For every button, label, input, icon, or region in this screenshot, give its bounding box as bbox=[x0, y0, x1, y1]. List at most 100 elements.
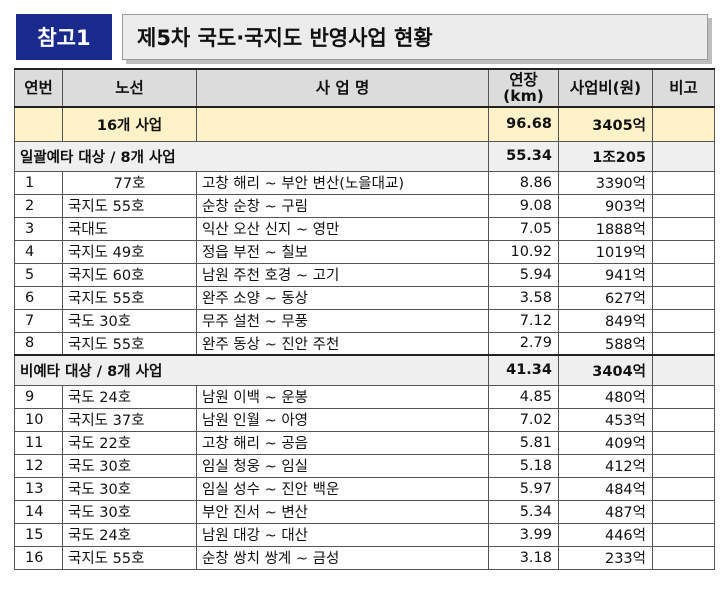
row-route: 국지도 60호 bbox=[62, 262, 197, 287]
row-project-name: 부안 진서 ~ 변산 bbox=[196, 499, 489, 524]
row-number: 15 bbox=[14, 522, 63, 547]
row-number: 8 bbox=[14, 331, 63, 356]
table-header-row: 연번 노선 사 업 명 연장 (km) 사업비(원) 비고 bbox=[14, 68, 715, 108]
row-length: 10.92 bbox=[488, 239, 559, 264]
row-note bbox=[652, 430, 715, 455]
row-number: 4 bbox=[14, 239, 63, 264]
total-cost: 3405억 bbox=[558, 106, 653, 142]
row-length: 8.86 bbox=[488, 170, 559, 195]
table-row: 5 국지도 60호 남원 주천 호경 ~ 고기 5.94 941억 bbox=[14, 262, 715, 287]
row-project-name: 익산 오산 신지 ~ 영만 bbox=[196, 216, 489, 241]
reference-tag: 참고1 bbox=[16, 14, 112, 60]
row-cost: 233억 bbox=[558, 545, 653, 570]
table-row: 6 국지도 55호 완주 소양 ~ 동상 3.58 627억 bbox=[14, 285, 715, 310]
row-length: 7.12 bbox=[488, 308, 559, 333]
row-project-name: 임실 청웅 ~ 임실 bbox=[196, 453, 489, 478]
row-project-name: 완주 소양 ~ 동상 bbox=[196, 285, 489, 310]
table-row: 2 국지도 55호 순창 순창 ~ 구림 9.08 903억 bbox=[14, 193, 715, 218]
row-number: 13 bbox=[14, 476, 63, 501]
row-length: 5.97 bbox=[488, 476, 559, 501]
table-row: 14 국도 30호 부안 진서 ~ 변산 5.34 487억 bbox=[14, 499, 715, 524]
row-cost: 588억 bbox=[558, 331, 653, 356]
row-cost: 3390억 bbox=[558, 170, 653, 195]
row-cost: 453억 bbox=[558, 407, 653, 432]
row-number: 11 bbox=[14, 430, 63, 455]
row-project-name: 정읍 부전 ~ 칠보 bbox=[196, 239, 489, 264]
group-length: 41.34 bbox=[488, 354, 559, 386]
row-length: 7.05 bbox=[488, 216, 559, 241]
row-number: 16 bbox=[14, 545, 63, 570]
group-cost: 3404억 bbox=[558, 354, 653, 386]
row-cost: 1019억 bbox=[558, 239, 653, 264]
row-number: 9 bbox=[14, 384, 63, 409]
row-route: 국도 24호 bbox=[62, 384, 197, 409]
row-route: 국도 30호 bbox=[62, 499, 197, 524]
row-note bbox=[652, 239, 715, 264]
col-header-length: 연장 (km) bbox=[488, 68, 559, 108]
row-cost: 849억 bbox=[558, 308, 653, 333]
row-project-name: 고창 해리 ~ 부안 변산(노을대교) bbox=[196, 170, 489, 195]
row-length: 2.79 bbox=[488, 331, 559, 356]
row-note bbox=[652, 453, 715, 478]
row-cost: 409억 bbox=[558, 430, 653, 455]
row-note bbox=[652, 407, 715, 432]
table-row: 1 77호 고창 해리 ~ 부안 변산(노을대교) 8.86 3390억 bbox=[14, 170, 715, 195]
row-project-name: 순창 쌍치 쌍계 ~ 금성 bbox=[196, 545, 489, 570]
row-route: 77호 bbox=[62, 170, 197, 195]
row-number: 1 bbox=[14, 170, 63, 195]
row-number: 14 bbox=[14, 499, 63, 524]
row-cost: 480억 bbox=[558, 384, 653, 409]
row-number: 12 bbox=[14, 453, 63, 478]
row-route: 국도 22호 bbox=[62, 430, 197, 455]
table-row: 4 국지도 49호 정읍 부전 ~ 칠보 10.92 1019억 bbox=[14, 239, 715, 264]
page-title: 제5차 국도·국지도 반영사업 현황 bbox=[122, 14, 708, 60]
page-header: 참고1 제5차 국도·국지도 반영사업 현황 bbox=[16, 14, 708, 60]
row-note bbox=[652, 384, 715, 409]
col-header-route: 노선 bbox=[62, 68, 197, 108]
row-note bbox=[652, 522, 715, 547]
row-route: 국대도 bbox=[62, 216, 197, 241]
group-row: 비예타 대상 / 8개 사업 41.34 3404억 bbox=[14, 354, 715, 386]
row-project-name: 순창 순창 ~ 구림 bbox=[196, 193, 489, 218]
row-length: 9.08 bbox=[488, 193, 559, 218]
row-note bbox=[652, 476, 715, 501]
row-project-name: 남원 이백 ~ 운봉 bbox=[196, 384, 489, 409]
row-route: 국지도 55호 bbox=[62, 331, 197, 356]
total-row: 16개 사업 96.68 3405억 bbox=[14, 106, 715, 142]
group-cost: 1조205 bbox=[558, 140, 653, 172]
row-route: 국지도 55호 bbox=[62, 545, 197, 570]
group-row: 일괄예타 대상 / 8개 사업 55.34 1조205 bbox=[14, 140, 715, 172]
row-route: 국지도 55호 bbox=[62, 285, 197, 310]
col-header-project: 사 업 명 bbox=[196, 68, 489, 108]
row-project-name: 남원 대강 ~ 대산 bbox=[196, 522, 489, 547]
row-length: 7.02 bbox=[488, 407, 559, 432]
row-length: 5.34 bbox=[488, 499, 559, 524]
table-row: 13 국도 30호 임실 성수 ~ 진안 백운 5.97 484억 bbox=[14, 476, 715, 501]
row-length: 5.94 bbox=[488, 262, 559, 287]
col-header-no: 연번 bbox=[14, 68, 63, 108]
row-route: 국도 30호 bbox=[62, 453, 197, 478]
row-number: 6 bbox=[14, 285, 63, 310]
row-note bbox=[652, 170, 715, 195]
row-project-name: 무주 설천 ~ 무풍 bbox=[196, 308, 489, 333]
row-cost: 941억 bbox=[558, 262, 653, 287]
row-route: 국지도 37호 bbox=[62, 407, 197, 432]
row-route: 국지도 55호 bbox=[62, 193, 197, 218]
row-cost: 487억 bbox=[558, 499, 653, 524]
row-note bbox=[652, 331, 715, 356]
row-cost: 446억 bbox=[558, 522, 653, 547]
row-number: 7 bbox=[14, 308, 63, 333]
row-number: 2 bbox=[14, 193, 63, 218]
row-route: 국도 24호 bbox=[62, 522, 197, 547]
table-row: 16 국지도 55호 순창 쌍치 쌍계 ~ 금성 3.18 233억 bbox=[14, 545, 715, 570]
row-length: 3.58 bbox=[488, 285, 559, 310]
table-row: 9 국도 24호 남원 이백 ~ 운봉 4.85 480억 bbox=[14, 384, 715, 409]
table-row: 11 국도 22호 고창 해리 ~ 공음 5.81 409억 bbox=[14, 430, 715, 455]
row-note bbox=[652, 308, 715, 333]
row-length: 3.18 bbox=[488, 545, 559, 570]
row-note bbox=[652, 216, 715, 241]
row-note bbox=[652, 262, 715, 287]
project-table: 연번 노선 사 업 명 연장 (km) 사업비(원) 비고 16개 사업 96.6… bbox=[14, 68, 715, 570]
group-label: 일괄예타 대상 / 8개 사업 bbox=[14, 140, 489, 172]
row-project-name: 완주 동상 ~ 진안 주천 bbox=[196, 331, 489, 356]
